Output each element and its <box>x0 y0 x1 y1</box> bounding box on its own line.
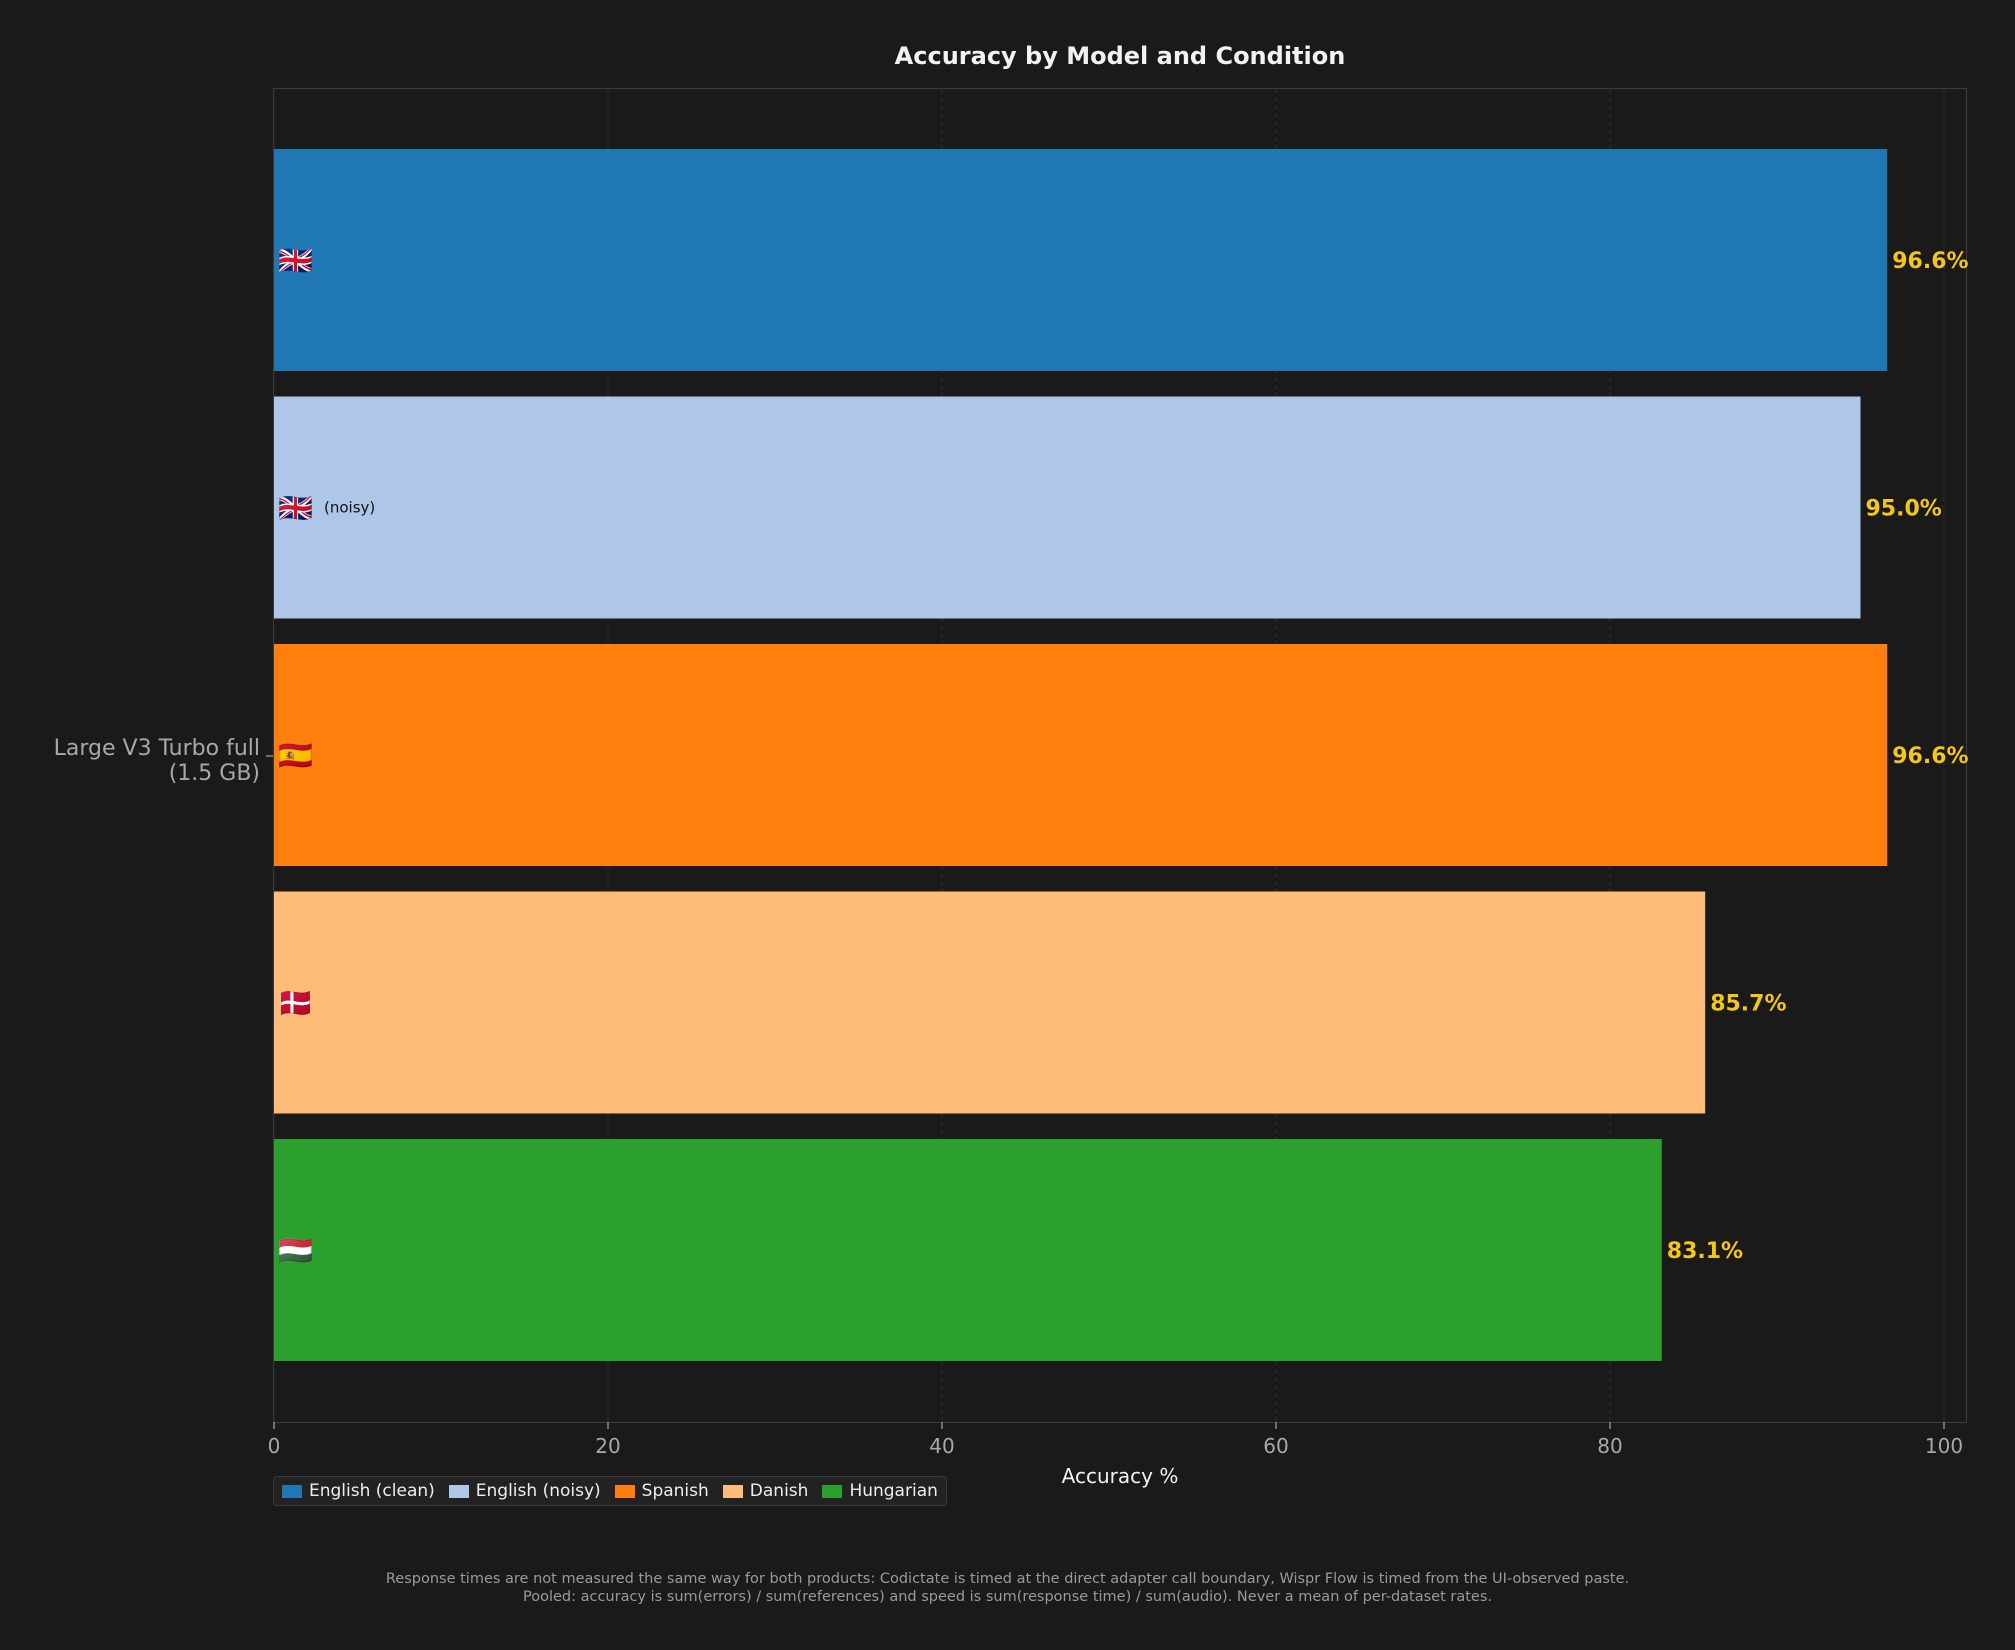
x-tick-label: 0 <box>268 1434 281 1458</box>
x-axis-ticks: 0 20 40 60 80 100 <box>268 1422 1963 1458</box>
x-tick-label: 40 <box>929 1434 954 1458</box>
bars: 🇬🇧 96.6% 🇬🇧 (noisy) 95.0% 🇪🇸 96.6% 🇩🇰 85.7% 🇭🇺 83.… <box>274 149 1969 1361</box>
flag-icon: 🇬🇧 <box>278 244 313 277</box>
footnote-line-2: Pooled: accuracy is sum(errors) / sum(re… <box>522 1589 1493 1605</box>
x-axis-label: Accuracy % <box>1062 1464 1179 1488</box>
y-category-label: Large V3 Turbo full (1.5 GB) <box>54 736 260 786</box>
flag-icon: 🇭🇺 <box>278 1234 313 1267</box>
legend-swatch <box>448 1484 469 1498</box>
bar-sublabel: (noisy) <box>324 499 375 517</box>
legend-item: Hungarian <box>822 1481 938 1501</box>
x-tick-label: 80 <box>1597 1434 1622 1458</box>
bar-value-label: 96.6% <box>1892 744 1968 769</box>
flag-icon: 🇪🇸 <box>278 739 313 772</box>
bar-spanish <box>274 644 1888 866</box>
legend-label: English (clean) <box>309 1481 435 1501</box>
legend-label: English (noisy) <box>475 1481 601 1501</box>
x-tick-label: 60 <box>1263 1434 1288 1458</box>
chart-title: Accuracy by Model and Condition <box>895 42 1346 70</box>
bar-value-label: 96.6% <box>1892 249 1968 274</box>
legend-swatch <box>614 1484 635 1498</box>
legend-swatch <box>722 1484 743 1498</box>
footnote-line-1: Response times are not measured the same… <box>385 1571 1630 1587</box>
flag-icon: 🇩🇰 <box>278 987 313 1020</box>
bar-value-label: 83.1% <box>1667 1239 1743 1264</box>
legend-label: Spanish <box>641 1481 709 1501</box>
legend-swatch <box>822 1484 843 1498</box>
bar-danish <box>274 891 1706 1114</box>
legend-swatch <box>282 1484 302 1498</box>
bar-hungarian <box>274 1139 1662 1361</box>
bar-english-noisy <box>274 396 1861 619</box>
x-tick-label: 20 <box>595 1434 620 1458</box>
flag-icon: 🇬🇧 <box>278 492 313 525</box>
legend-label: Danish <box>749 1481 809 1501</box>
legend-item: Danish <box>722 1481 809 1501</box>
legend-item: English (clean) <box>282 1481 435 1501</box>
bar-value-label: 95.0% <box>1866 497 1942 522</box>
bar-value-label: 85.7% <box>1710 992 1786 1017</box>
bar-english-clean <box>274 149 1888 371</box>
legend: English (clean) English (noisy) Spanish Dan… <box>273 1476 947 1506</box>
legend-label: Hungarian <box>849 1481 938 1501</box>
legend-item: English (noisy) <box>448 1481 601 1501</box>
legend-item: Spanish <box>614 1481 709 1501</box>
x-tick-label: 100 <box>1925 1434 1963 1458</box>
